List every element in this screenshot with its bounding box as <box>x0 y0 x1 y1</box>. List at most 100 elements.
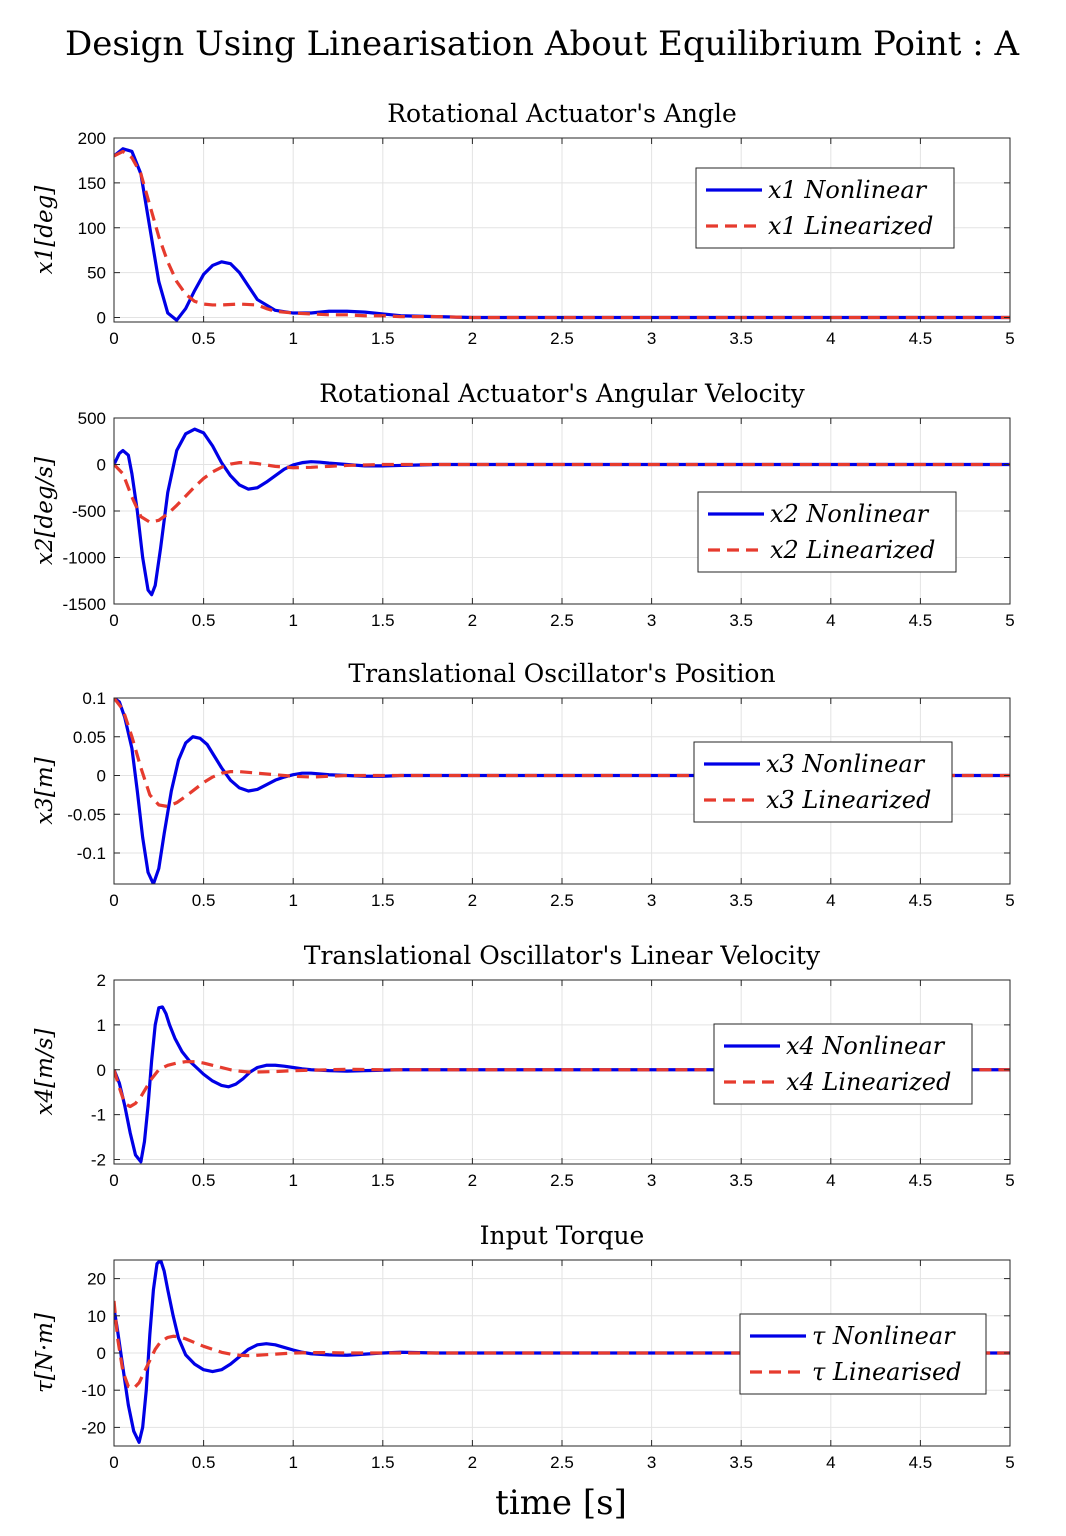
x-tick-label: 1.5 <box>371 611 395 630</box>
subplot-3: 0 0.5 1 1.5 2 2.5 3 3.5 4 4.5 5 -0.1 -0.05 0 0.05 0.1 Tr… <box>32 659 1015 910</box>
x-tick-label: 0.5 <box>192 329 216 348</box>
subplot-title: Rotational Actuator's Angle <box>387 99 737 128</box>
legend-box <box>739 1313 987 1395</box>
x-tick-label: 3 <box>647 329 656 348</box>
y-axis-label: τ[N·m] <box>32 1313 58 1393</box>
y-tick-label: -500 <box>72 502 106 521</box>
x-tick-label: 1.5 <box>371 1171 395 1190</box>
x-tick-label: 0 <box>109 329 118 348</box>
x-tick-label: 4.5 <box>909 1453 933 1472</box>
y-tick-label: 0.1 <box>82 689 106 708</box>
series-line-linearised <box>114 1300 1010 1390</box>
legend-label: x1 Nonlinear <box>768 176 928 204</box>
subplot-5: 0 0.5 1 1.5 2 2.5 3 3.5 4 4.5 5 -20 -10 0 10 20 Input To… <box>32 1221 1015 1472</box>
x-tick-label: 1 <box>288 891 297 910</box>
subplot-title: Translational Oscillator's Position <box>348 659 775 688</box>
x-tick-label: 1 <box>288 611 297 630</box>
y-tick-label: -1500 <box>63 595 106 614</box>
legend-label: x3 Nonlinear <box>766 750 926 778</box>
y-tick-label: 150 <box>78 174 106 193</box>
x-tick-label: 3 <box>647 611 656 630</box>
y-axis-label: x2[deg/s] <box>32 457 58 565</box>
x-tick-label: 2.5 <box>550 891 574 910</box>
legend: x4 Nonlinear x4 Linearized <box>713 1023 973 1105</box>
x-tick-label: 0.5 <box>192 891 216 910</box>
x-tick-label: 3.5 <box>729 1453 753 1472</box>
series-line-nonlinear <box>114 1260 1010 1444</box>
x-tick-label: 5 <box>1005 1453 1014 1472</box>
y-tick-label: -1000 <box>63 549 106 568</box>
y-tick-label: -2 <box>91 1151 106 1170</box>
x-tick-label: 4 <box>826 1171 835 1190</box>
x-tick-label: 2.5 <box>550 1453 574 1472</box>
y-tick-label: 0.05 <box>73 728 106 747</box>
figure-xlabel: time [s] <box>495 1483 627 1523</box>
y-tick-label: 20 <box>87 1270 106 1289</box>
x-tick-label: 2 <box>468 329 477 348</box>
legend: x2 Nonlinear x2 Linearized <box>697 491 957 573</box>
y-tick-label: 0 <box>97 1061 106 1080</box>
legend-label: x4 Nonlinear <box>786 1032 946 1060</box>
subplot-2: 0 0.5 1 1.5 2 2.5 3 3.5 4 4.5 5 -1500 -1000 -500 0 500 R… <box>32 379 1015 630</box>
x-tick-label: 3.5 <box>729 611 753 630</box>
x-tick-label: 2.5 <box>550 611 574 630</box>
legend-label: x2 Nonlinear <box>770 500 930 528</box>
x-tick-label: 5 <box>1005 891 1014 910</box>
x-tick-label: 1 <box>288 1453 297 1472</box>
x-tick-label: 0 <box>109 1171 118 1190</box>
x-tick-label: 5 <box>1005 329 1014 348</box>
series-line-x1-nonlinear <box>114 147 1010 322</box>
y-tick-label: -10 <box>81 1381 106 1400</box>
y-tick-label: 200 <box>78 129 106 148</box>
series-line-x3-linearized <box>114 698 1010 809</box>
legend: x1 Nonlinear x1 Linearized <box>695 167 955 249</box>
series-line-x2-linearized <box>114 461 1010 524</box>
y-tick-label: -0.05 <box>67 805 106 824</box>
x-tick-label: 0.5 <box>192 611 216 630</box>
y-axis-label: x4[m/s] <box>32 1029 58 1116</box>
figure-title: Design Using Linearisation About Equilib… <box>65 24 1019 64</box>
legend-label: x2 Linearized <box>770 536 935 564</box>
y-tick-label: -1 <box>91 1106 106 1125</box>
y-tick-label: 500 <box>78 409 106 428</box>
x-tick-label: 1.5 <box>371 1453 395 1472</box>
x-tick-label: 1.5 <box>371 891 395 910</box>
x-tick-label: 3.5 <box>729 329 753 348</box>
x-tick-label: 3 <box>647 891 656 910</box>
x-tick-label: 3.5 <box>729 891 753 910</box>
y-tick-label: 2 <box>97 971 106 990</box>
y-tick-label: -0.1 <box>77 844 106 863</box>
series-line-x1-linearized <box>114 149 1010 320</box>
legend-box <box>695 167 955 249</box>
legend-label: τ Nonlinear <box>812 1322 956 1350</box>
x-tick-label: 2.5 <box>550 1171 574 1190</box>
x-tick-label: 3.5 <box>729 1171 753 1190</box>
x-tick-label: 2 <box>468 611 477 630</box>
x-tick-label: 4.5 <box>909 611 933 630</box>
x-tick-label: 0.5 <box>192 1171 216 1190</box>
y-tick-label: 0 <box>97 767 106 786</box>
y-tick-label: 0 <box>97 309 106 328</box>
subplot-title: Translational Oscillator's Linear Veloci… <box>304 941 821 970</box>
legend-box <box>697 491 957 573</box>
y-tick-label: -20 <box>81 1418 106 1437</box>
x-tick-label: 4 <box>826 329 835 348</box>
legend-label: x3 Linearized <box>766 786 931 814</box>
y-axis-label: x3[m] <box>32 757 58 824</box>
y-tick-label: 100 <box>78 219 106 238</box>
series-line-x4-linearized <box>114 1060 1010 1109</box>
x-tick-label: 2 <box>468 891 477 910</box>
x-tick-label: 1.5 <box>371 329 395 348</box>
x-tick-label: 0 <box>109 891 118 910</box>
legend: x3 Nonlinear x3 Linearized <box>693 741 953 823</box>
y-axis-label: x1[deg] <box>32 186 58 275</box>
y-tick-label: 50 <box>87 264 106 283</box>
x-tick-label: 4.5 <box>909 891 933 910</box>
subplot-4: 0 0.5 1 1.5 2 2.5 3 3.5 4 4.5 5 -2 -1 0 1 2 Translationa… <box>32 941 1015 1190</box>
x-tick-label: 2.5 <box>550 329 574 348</box>
x-tick-label: 0.5 <box>192 1453 216 1472</box>
x-tick-label: 2 <box>468 1453 477 1472</box>
x-tick-label: 1 <box>288 329 297 348</box>
legend-label: x4 Linearized <box>786 1068 951 1096</box>
